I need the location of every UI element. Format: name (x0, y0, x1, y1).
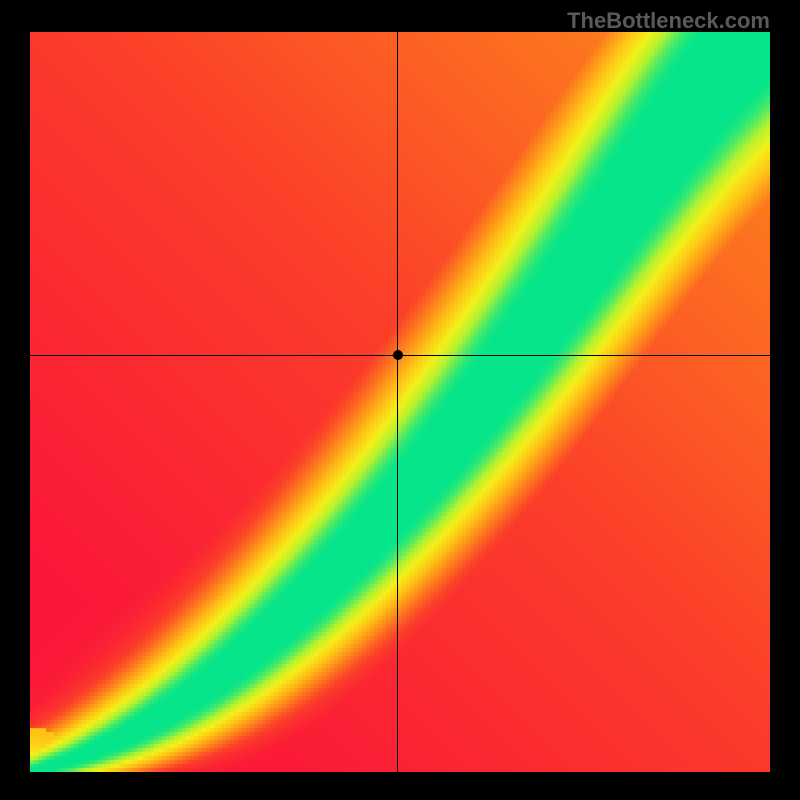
crosshair-vertical (397, 32, 398, 772)
plot-area (30, 32, 770, 772)
watermark-text: TheBottleneck.com (567, 8, 770, 34)
chart-container: TheBottleneck.com (0, 0, 800, 800)
crosshair-marker (393, 350, 403, 360)
heatmap-canvas (30, 32, 770, 772)
